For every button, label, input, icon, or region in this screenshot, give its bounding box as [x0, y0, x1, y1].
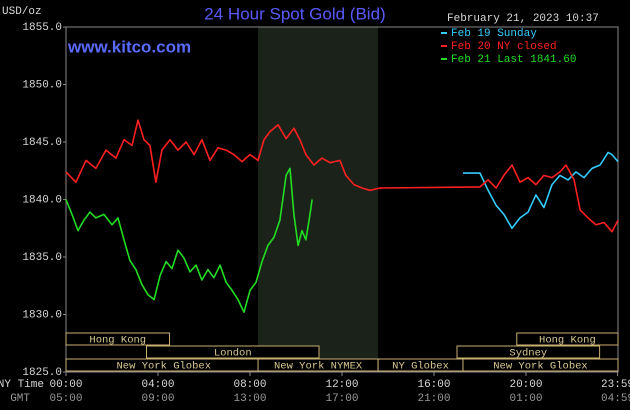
y-tick-label: 1830.0 [22, 309, 62, 321]
y-tick-label: 1845.0 [22, 137, 62, 149]
y-tick-label: 1825.0 [22, 367, 62, 379]
x2-tick-label: 21:00 [417, 393, 450, 405]
x2-tick-label: 17:00 [325, 393, 358, 405]
session-label: Sydney [509, 347, 547, 359]
chart-title: 24 Hour Spot Gold (Bid) [204, 4, 385, 23]
y-tick-label: 1835.0 [22, 252, 62, 264]
x2-tick-label: 04:59 [601, 393, 630, 405]
x2-tick-label: 13:00 [233, 393, 266, 405]
session-box [65, 332, 170, 346]
timestamp: February 21, 2023 10:37 [447, 13, 599, 25]
y-tick-label: 1850.0 [22, 79, 62, 91]
x-tick-label: 08:00 [233, 379, 266, 391]
session-label: New York NYMEX [274, 360, 363, 372]
session-label: London [214, 347, 252, 359]
session-box [516, 332, 619, 346]
legend-label: Feb 21 Last 1841.60 [451, 54, 576, 66]
x2-tick-label: 09:00 [141, 393, 174, 405]
session-box [456, 345, 601, 359]
website: www.kitco.com [67, 37, 191, 56]
x2-tick-label: 05:00 [49, 393, 82, 405]
y-tick-label: 1840.0 [22, 194, 62, 206]
x-tick-label: 12:00 [325, 379, 358, 391]
x-tick-label: 23:59 [601, 379, 630, 391]
session-label: Hong Kong [89, 334, 146, 346]
session-label: New York Globex [116, 360, 211, 372]
x-tick-label: 04:00 [141, 379, 174, 391]
series-line [65, 167, 313, 313]
y-tick-label: 1855.0 [22, 22, 62, 34]
session-label: Hong Kong [539, 334, 596, 346]
session-box [146, 345, 320, 359]
x-tick-label: 00:00 [49, 379, 82, 391]
series-line [463, 151, 619, 230]
x-tick-label: 20:00 [509, 379, 542, 391]
x-axis-label: NY Time [0, 379, 44, 391]
session-label: NY Globex [392, 360, 449, 372]
legend-label: Feb 19 Sunday [451, 28, 537, 40]
x2-tick-label: 01:00 [509, 393, 542, 405]
series-line [65, 119, 619, 233]
y-axis-label: USD/oz [2, 6, 42, 18]
session-shade [258, 27, 379, 372]
x2-axis-label: GMT [10, 393, 30, 405]
legend-label: Feb 20 NY closed [451, 41, 557, 53]
session-label: New York Globex [493, 360, 588, 372]
session-box [462, 358, 619, 372]
x-tick-label: 16:00 [417, 379, 450, 391]
